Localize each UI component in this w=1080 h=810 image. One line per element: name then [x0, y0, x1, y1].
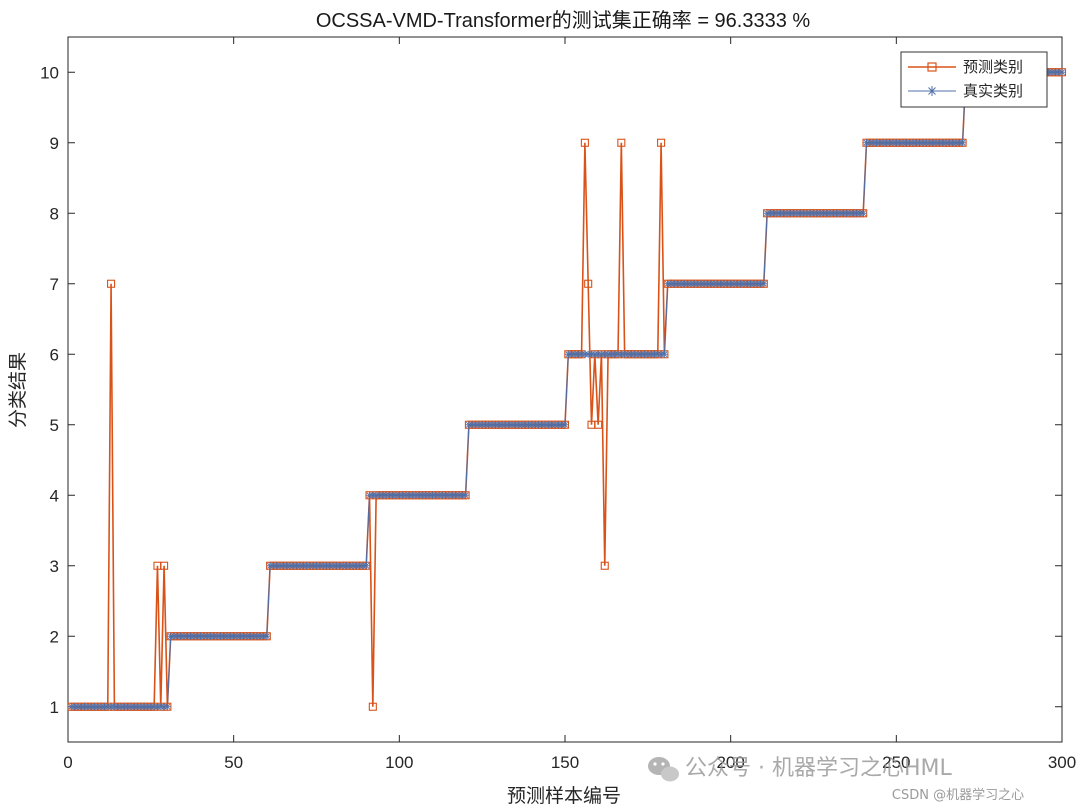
predicted-point — [107, 279, 116, 288]
predicted-point — [617, 138, 626, 147]
predicted-point — [368, 702, 377, 711]
y-tick-label: 5 — [50, 416, 59, 435]
predicted-point — [580, 138, 589, 147]
predicted-point — [657, 138, 666, 147]
true-point — [163, 703, 171, 711]
x-tick-label: 100 — [385, 753, 413, 772]
true-point — [760, 280, 768, 288]
legend: 预测类别 真实类别 — [900, 51, 1048, 108]
true-point — [362, 562, 370, 570]
y-tick-label: 3 — [50, 557, 59, 576]
true-point — [959, 139, 967, 147]
x-tick-label: 300 — [1048, 753, 1076, 772]
y-tick-label: 1 — [50, 698, 59, 717]
y-tick-label: 10 — [40, 63, 59, 82]
legend-item-true: 真实类别 — [908, 82, 1023, 100]
true-point — [561, 421, 569, 429]
series-true-class — [67, 68, 1066, 711]
true-point — [462, 491, 470, 499]
true-point — [660, 350, 668, 358]
y-tick-label: 4 — [50, 486, 59, 505]
x-axis-label: 预测样本编号 — [507, 785, 621, 807]
axis-ticks: 0 50 100 150 200 250 300 1 2 3 4 5 6 7 8 9 10 — [40, 37, 1076, 772]
x-tick-label: 0 — [63, 753, 72, 772]
x-tick-label: 50 — [224, 753, 243, 772]
y-tick-label: 9 — [50, 134, 59, 153]
true-point — [859, 209, 867, 217]
watermark-text: 公众号 · 机器学习之心HML — [685, 756, 953, 781]
predicted-point — [600, 561, 609, 570]
legend-box — [900, 51, 1048, 108]
legend-item-predicted: 预测类别 — [908, 58, 1023, 76]
true-line — [71, 71, 1062, 708]
legend-label-true: 真实类别 — [963, 82, 1023, 100]
watermark-csdn: CSDN @机器学习之心 — [892, 787, 1024, 803]
y-tick-label: 2 — [50, 627, 59, 646]
predicted-point — [584, 279, 593, 288]
legend-marker-true — [927, 86, 937, 96]
true-point — [263, 632, 271, 640]
x-tick-label: 200 — [716, 753, 744, 772]
x-tick-label: 250 — [882, 753, 910, 772]
wechat-icon — [648, 757, 679, 782]
legend-marker-predicted — [927, 62, 937, 72]
y-tick-label: 8 — [50, 204, 59, 223]
predicted-point — [594, 420, 603, 429]
y-tick-label: 6 — [50, 345, 59, 364]
y-tick-label: 7 — [50, 275, 59, 294]
true-point — [1058, 68, 1066, 76]
chart-title: OCSSA-VMD-Transformer的测试集正确率 = 96.3333 % — [316, 9, 811, 32]
predicted-point — [160, 561, 169, 570]
x-tick-label: 150 — [551, 753, 579, 772]
y-axis-label: 分类结果 — [7, 352, 29, 428]
legend-label-predicted: 预测类别 — [963, 58, 1023, 76]
watermark: 公众号 · 机器学习之心HML CSDN @机器学习之心 — [648, 756, 1024, 803]
